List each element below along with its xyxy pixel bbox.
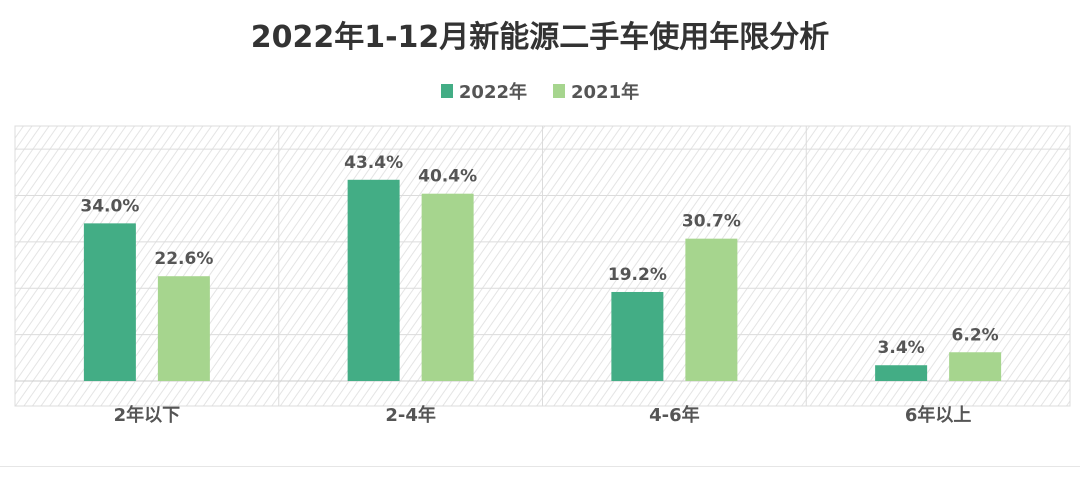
chart-title: 2022年1-12月新能源二手车使用年限分析 [250,20,830,55]
legend-swatch-2021 [553,84,565,98]
legend-item-2021: 2021年 [553,78,639,104]
legend-label-2021: 2021年 [571,82,640,103]
data-label: 34.0% [80,196,139,216]
bar-2022-0 [83,223,136,381]
data-label: 6.2% [952,325,999,345]
legend-swatch-2022 [440,84,453,98]
data-label: 22.6% [154,249,213,269]
legend-item-2022: 2022年 [440,78,527,104]
bar-2021-1 [421,193,474,381]
data-label: 19.2% [608,265,667,285]
x-tick-label: 4-6年 [649,404,700,426]
x-tick-label: 2年以下 [114,404,181,426]
chart-legend: 2022年 2021年 [0,78,1080,104]
bar-2021-0 [157,276,210,381]
bar-2022-2 [611,291,664,381]
data-label: 43.4% [344,153,403,173]
bar-2022-1 [347,179,400,381]
data-label: 40.4% [418,167,477,187]
data-label: 3.4% [878,338,925,358]
bottom-divider [0,466,1080,467]
bar-2021-2 [685,238,738,381]
data-label: 30.7% [682,212,741,232]
legend-label-2022: 2022年 [458,82,527,103]
bar-2021-3 [949,352,1002,381]
x-tick-label: 6年以上 [905,404,972,426]
x-tick-label: 2-4年 [385,404,436,426]
bar-2022-3 [875,365,928,381]
